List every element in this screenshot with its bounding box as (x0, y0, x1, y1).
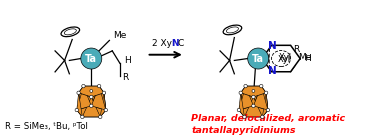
Polygon shape (262, 45, 300, 72)
Polygon shape (253, 86, 268, 110)
Circle shape (90, 104, 93, 108)
Circle shape (252, 90, 255, 92)
Circle shape (102, 91, 106, 95)
Circle shape (82, 84, 85, 88)
Text: N: N (268, 41, 277, 51)
Circle shape (266, 108, 270, 112)
Circle shape (248, 48, 269, 69)
Polygon shape (239, 86, 253, 110)
Circle shape (243, 115, 246, 119)
Text: Xyl: Xyl (277, 55, 290, 64)
Polygon shape (239, 106, 268, 117)
Polygon shape (239, 86, 246, 117)
Ellipse shape (226, 27, 239, 33)
Circle shape (237, 108, 241, 112)
Circle shape (99, 115, 102, 119)
Circle shape (75, 108, 79, 112)
Circle shape (260, 84, 263, 88)
Polygon shape (91, 86, 106, 110)
Text: 2 Xyl: 2 Xyl (152, 39, 175, 48)
Circle shape (239, 91, 242, 95)
Text: N: N (268, 66, 277, 76)
Text: R: R (293, 45, 300, 54)
Ellipse shape (223, 25, 242, 35)
Polygon shape (239, 93, 245, 117)
Text: Me: Me (113, 31, 127, 40)
Text: Ta: Ta (252, 54, 264, 64)
Polygon shape (241, 93, 262, 117)
Polygon shape (91, 86, 106, 110)
Text: R: R (122, 73, 128, 82)
Circle shape (264, 91, 268, 95)
Polygon shape (79, 93, 100, 117)
Circle shape (81, 48, 102, 69)
Polygon shape (241, 86, 266, 97)
Ellipse shape (64, 29, 76, 35)
Circle shape (252, 104, 255, 108)
Text: Planar, delocalized, aromatic: Planar, delocalized, aromatic (191, 114, 345, 123)
Text: N: N (171, 39, 179, 48)
Text: H: H (124, 56, 130, 65)
Polygon shape (77, 86, 84, 117)
Circle shape (244, 84, 247, 88)
Polygon shape (77, 93, 82, 117)
Polygon shape (253, 86, 268, 110)
Circle shape (252, 95, 255, 99)
Polygon shape (100, 93, 106, 117)
Polygon shape (245, 97, 262, 117)
Polygon shape (239, 86, 261, 110)
Text: Ta: Ta (85, 54, 97, 64)
Circle shape (90, 90, 93, 92)
Text: Me: Me (298, 53, 311, 62)
Circle shape (90, 95, 93, 99)
Polygon shape (79, 86, 104, 97)
Ellipse shape (61, 27, 80, 37)
Text: R = SiMe₃, ᵗBu, ᵖTol: R = SiMe₃, ᵗBu, ᵖTol (5, 122, 88, 131)
Polygon shape (77, 106, 106, 117)
Circle shape (81, 115, 84, 119)
Text: Xyl: Xyl (279, 53, 292, 62)
Polygon shape (91, 93, 106, 117)
Polygon shape (262, 93, 268, 117)
Polygon shape (82, 97, 100, 117)
Text: C: C (177, 39, 183, 48)
Polygon shape (77, 86, 91, 110)
Text: tantallapyridiniums: tantallapyridiniums (191, 126, 296, 135)
Circle shape (261, 115, 264, 119)
Circle shape (104, 108, 107, 112)
Circle shape (98, 84, 101, 88)
Polygon shape (77, 86, 99, 110)
Polygon shape (253, 93, 268, 117)
Text: H: H (304, 54, 311, 63)
Circle shape (77, 91, 80, 95)
